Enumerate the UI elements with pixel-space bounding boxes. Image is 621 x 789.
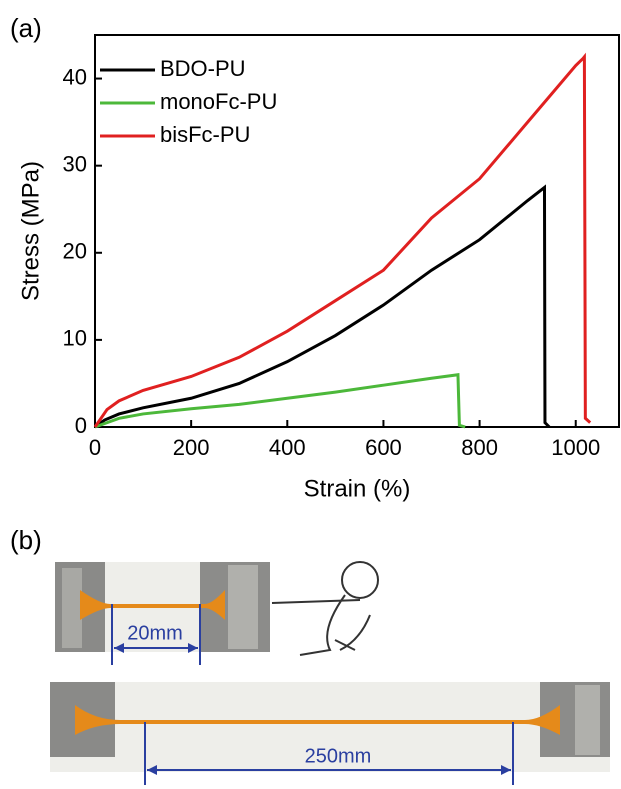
length-label: 20mm bbox=[127, 622, 183, 644]
x-axis-label: Strain (%) bbox=[304, 475, 411, 502]
series-line bbox=[94, 373, 466, 429]
panel-label: (a) bbox=[10, 13, 42, 43]
series-line bbox=[93, 52, 592, 428]
legend-label: BDO-PU bbox=[160, 56, 246, 81]
x-tick-label: 600 bbox=[365, 435, 402, 460]
y-tick-label: 10 bbox=[63, 326, 87, 351]
x-tick-label: 0 bbox=[89, 435, 101, 460]
x-tick-label: 1000 bbox=[551, 435, 600, 460]
y-tick-label: 40 bbox=[63, 64, 87, 89]
plot-frame bbox=[94, 34, 620, 428]
legend-label: bisFc-PU bbox=[160, 122, 250, 147]
series-line bbox=[94, 184, 551, 429]
photo-long: 250mm bbox=[50, 682, 610, 785]
x-tick-label: 200 bbox=[173, 435, 210, 460]
y-axis-label: Stress (MPa) bbox=[17, 161, 44, 301]
photo-short: 20mm bbox=[55, 562, 270, 665]
cartoon bbox=[271, 561, 379, 656]
x-tick-label: 400 bbox=[269, 435, 306, 460]
panel-label: (b) bbox=[10, 525, 42, 555]
length-label: 250mm bbox=[305, 745, 372, 767]
y-tick-label: 20 bbox=[63, 239, 87, 264]
y-tick-label: 0 bbox=[75, 413, 87, 438]
x-tick-label: 800 bbox=[461, 435, 498, 460]
legend-label: monoFc-PU bbox=[160, 89, 277, 114]
y-tick-label: 30 bbox=[63, 151, 87, 176]
